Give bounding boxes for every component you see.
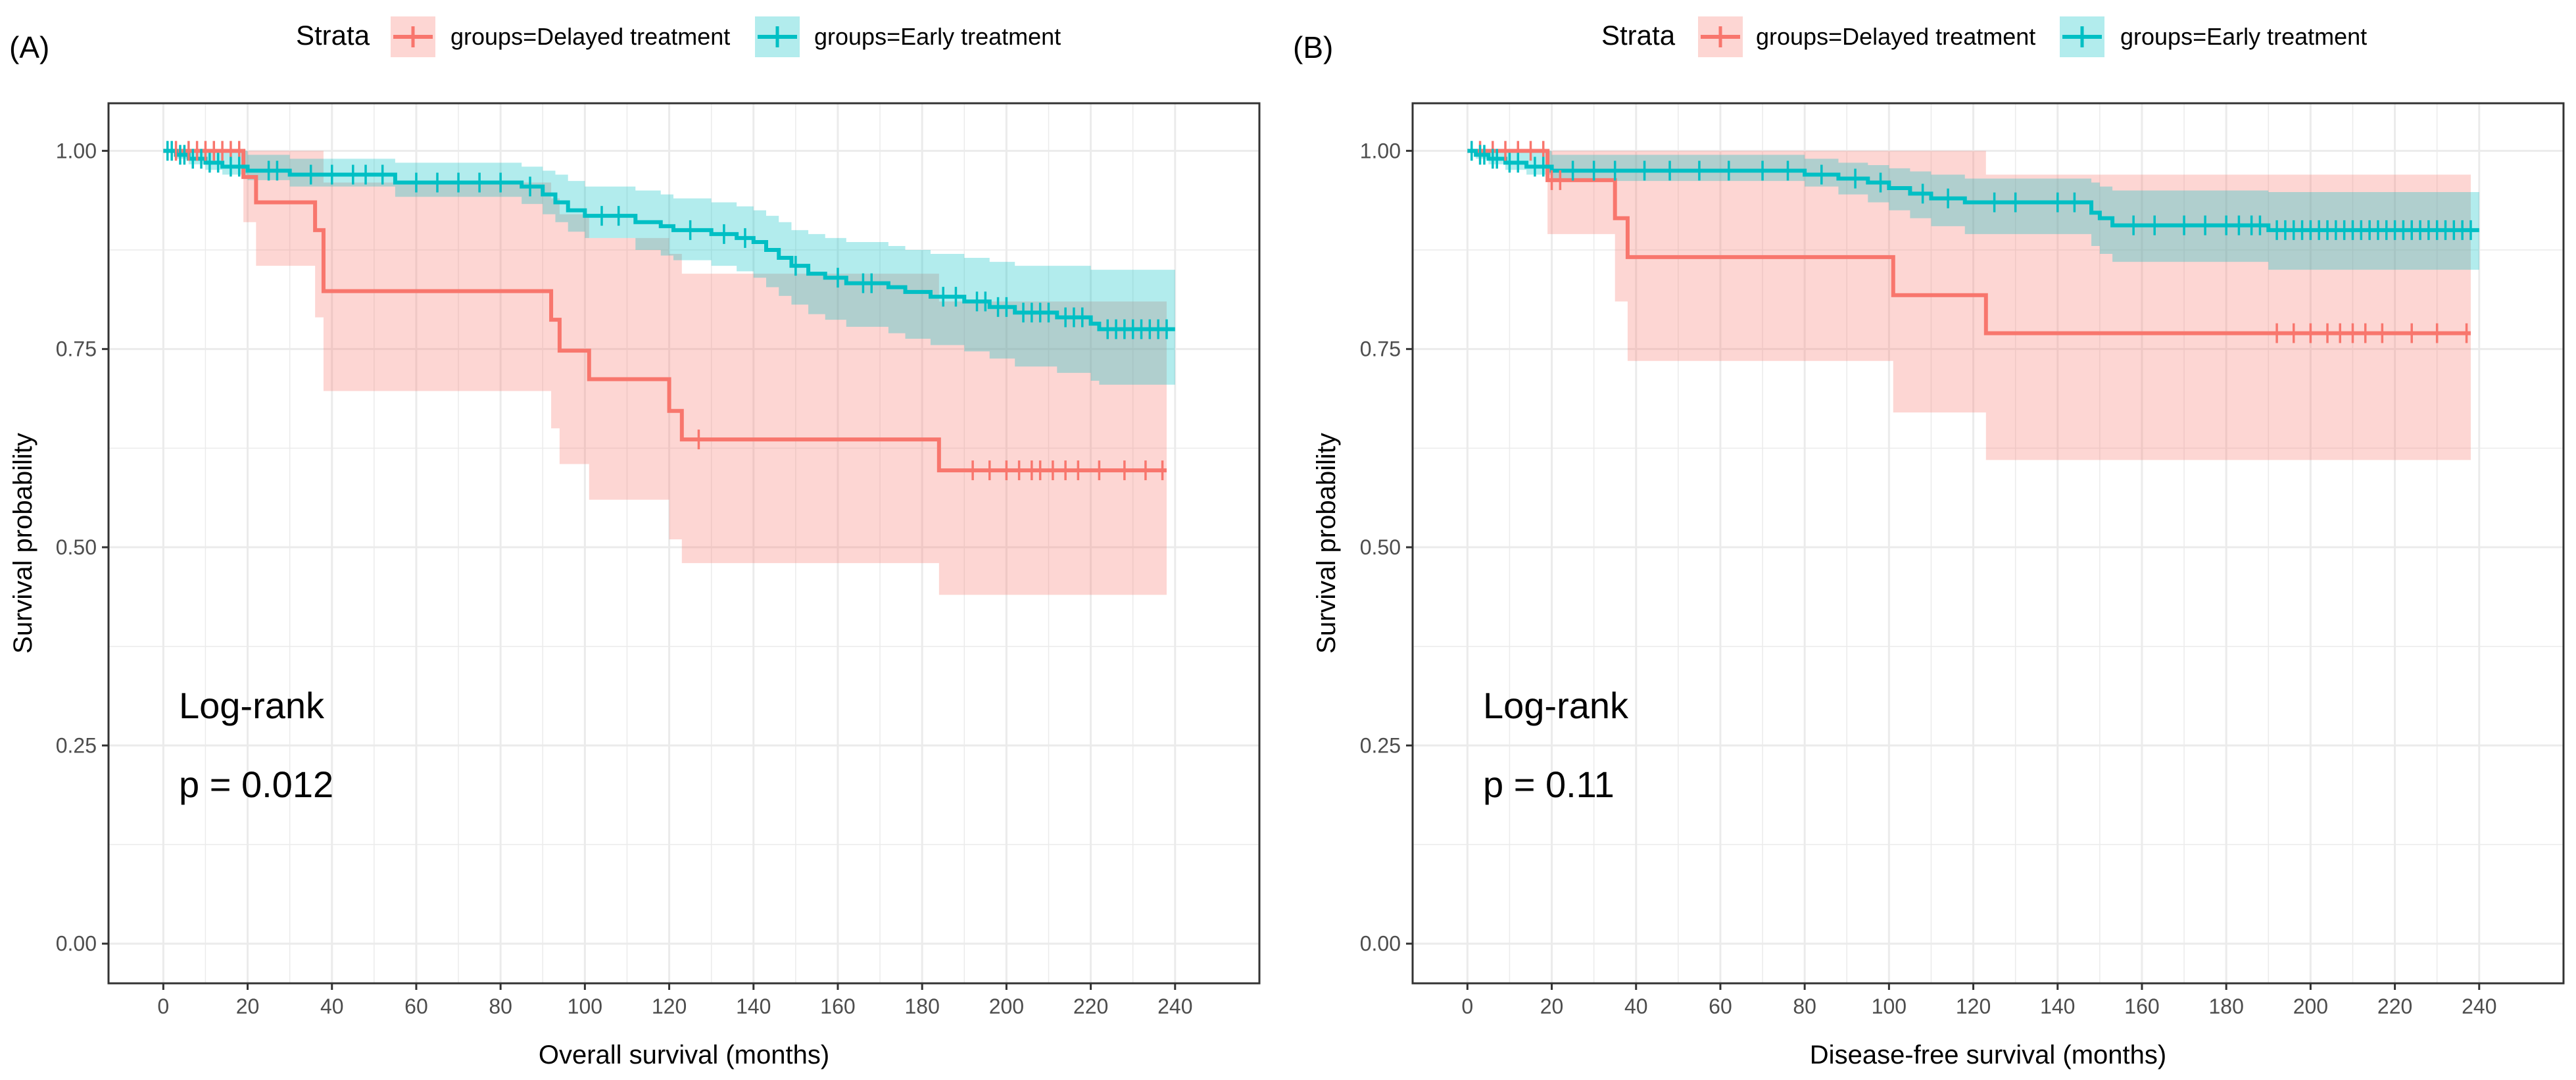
x-tick-label: 180 <box>904 994 939 1018</box>
ci-band-early <box>1467 151 2479 270</box>
y-tick-label: 1.00 <box>56 139 97 162</box>
survival-curves <box>163 149 1175 473</box>
panel-label: (A) <box>9 30 49 64</box>
y-tick-label: 0.50 <box>1360 535 1401 559</box>
ci-band-early <box>163 151 1175 385</box>
y-axis-title: Survival probability <box>9 433 37 654</box>
y-tick-label: 0.25 <box>56 733 97 757</box>
legend-item-delayed: groups=Delayed treatment <box>391 16 730 57</box>
legend-item-delayed: groups=Delayed treatment <box>1698 16 2035 57</box>
y-tick-label: 0.75 <box>56 337 97 361</box>
y-tick-label: 0.25 <box>1360 733 1401 757</box>
y-tick-label: 1.00 <box>1360 139 1401 162</box>
legend-label-early: groups=Early treatment <box>814 23 1061 50</box>
y-axis: 0.00 0.25 0.50 0.75 1.00 <box>56 139 109 956</box>
x-tick-label: 20 <box>1540 994 1564 1018</box>
confidence-bands <box>163 151 1175 595</box>
x-tick-label: 220 <box>2377 994 2412 1018</box>
legend: Strata groups=Delayed treatment groups=E… <box>1601 16 2367 57</box>
logrank-title: Log-rank <box>1483 685 1629 726</box>
x-tick-label: 200 <box>2293 994 2328 1018</box>
legend-title: Strata <box>296 20 370 51</box>
legend-label-delayed: groups=Delayed treatment <box>1756 23 2035 50</box>
y-tick-label: 0.00 <box>1360 932 1401 956</box>
censor-marks <box>166 141 1168 481</box>
y-tick-label: 0.00 <box>56 932 97 956</box>
x-tick-label: 60 <box>404 994 428 1018</box>
x-tick-label: 160 <box>820 994 855 1018</box>
x-tick-label: 80 <box>489 994 512 1018</box>
panel-a: (A) Strata groups=Delayed treatment grou… <box>9 16 1261 1069</box>
km-curve-delayed <box>163 149 1167 473</box>
km-curve-early <box>1467 149 2479 232</box>
ci-band-delayed <box>163 151 1167 595</box>
panel-label: (B) <box>1293 30 1333 64</box>
km-curve-early <box>163 149 1175 331</box>
x-tick-label: 0 <box>1461 994 1473 1018</box>
x-tick-label: 240 <box>2462 994 2496 1018</box>
legend: Strata groups=Delayed treatment groups=E… <box>296 16 1061 57</box>
legend-label-early: groups=Early treatment <box>2120 23 2367 50</box>
logrank-pvalue: p = 0.012 <box>179 764 333 805</box>
x-tick-label: 240 <box>1157 994 1192 1018</box>
grid <box>109 103 1259 983</box>
survival-curves <box>1467 149 2479 335</box>
y-tick-label: 0.75 <box>1360 337 1401 361</box>
censor-marks <box>1470 141 2472 343</box>
x-axis: 0 20 40 60 80 100 120 140 160 180 200 220 240 <box>157 983 1192 1018</box>
y-axis: 0.00 0.25 0.50 0.75 1.00 <box>1360 139 1413 956</box>
plot-border <box>107 102 1261 985</box>
x-tick-label: 140 <box>2040 994 2075 1018</box>
x-axis-title: Overall survival (months) <box>539 1041 829 1069</box>
x-axis-title: Disease-free survival (months) <box>1810 1041 2166 1069</box>
x-tick-label: 200 <box>989 994 1024 1018</box>
logrank-title: Log-rank <box>179 685 325 726</box>
legend-item-early: groups=Early treatment <box>2060 16 2367 57</box>
x-tick-label: 120 <box>1956 994 1991 1018</box>
legend-title: Strata <box>1601 20 1676 51</box>
ci-band-delayed <box>1467 151 2471 460</box>
x-tick-label: 180 <box>2208 994 2243 1018</box>
x-tick-label: 80 <box>1793 994 1816 1018</box>
y-axis-title: Survival probability <box>1312 433 1341 654</box>
x-tick-label: 120 <box>652 994 687 1018</box>
x-tick-label: 140 <box>736 994 771 1018</box>
x-tick-label: 0 <box>157 994 169 1018</box>
x-tick-label: 60 <box>1709 994 1732 1018</box>
legend-item-early: groups=Early treatment <box>755 16 1061 57</box>
x-tick-label: 40 <box>320 994 344 1018</box>
x-tick-label: 160 <box>2124 994 2159 1018</box>
x-tick-label: 40 <box>1624 994 1648 1018</box>
plot-border <box>1411 102 2565 985</box>
logrank-pvalue: p = 0.11 <box>1483 764 1615 805</box>
km-curve-delayed <box>1467 149 2471 335</box>
panel-b: (B) Strata groups=Delayed treatment grou… <box>1293 16 2565 1069</box>
y-tick-label: 0.50 <box>56 535 97 559</box>
confidence-bands <box>1467 151 2479 460</box>
grid <box>1413 103 2564 983</box>
x-tick-label: 220 <box>1073 994 1108 1018</box>
legend-label-delayed: groups=Delayed treatment <box>450 23 730 50</box>
x-tick-label: 20 <box>236 994 260 1018</box>
x-axis: 0 20 40 60 80 100 120 140 160 180 200 220 240 <box>1461 983 2496 1018</box>
x-tick-label: 100 <box>1872 994 1907 1018</box>
x-tick-label: 100 <box>568 994 602 1018</box>
